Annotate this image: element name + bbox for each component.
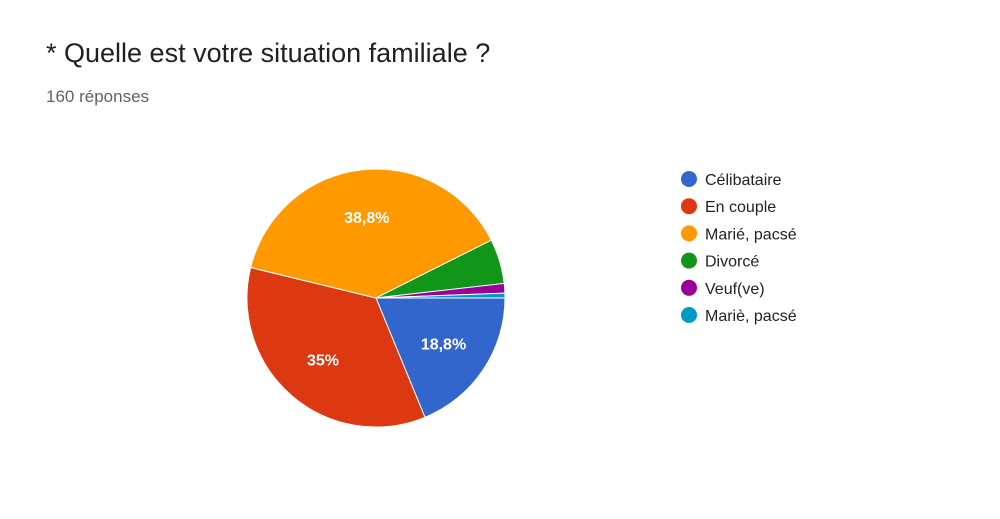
question-title: * Quelle est votre situation familiale ? (46, 38, 491, 68)
legend-item-marie-pacse[interactable]: Mariè, pacsé (681, 307, 797, 325)
legend-item-marie-pacse[interactable]: Marié, pacsé (681, 225, 797, 243)
legend-swatch (681, 252, 697, 269)
legend-label: Divorcé (705, 254, 759, 271)
slice-label-celibataire: 18,8% (421, 336, 466, 353)
legend-swatch (681, 171, 697, 187)
legend-item-divorce[interactable]: Divorcé (681, 252, 759, 271)
legend-label: En couple (705, 199, 776, 216)
pie-slice-en-couple[interactable] (246, 266, 426, 428)
pie-slice-marie-pacse[interactable] (375, 292, 506, 299)
slice-label-marie-pacse: 38,8% (344, 210, 389, 227)
legend-item-en-couple[interactable]: En couple (681, 198, 776, 216)
pie-slice-celibataire[interactable] (375, 297, 506, 418)
legend-item-celibataire[interactable]: Célibataire (681, 171, 782, 189)
legend: Célibataire En couple Marié, pacsé Divorcé V… (681, 171, 797, 325)
pie-slices (246, 168, 506, 428)
legend-swatch (681, 279, 697, 296)
legend-label: Veuf(ve) (705, 281, 765, 298)
legend-label: Célibataire (705, 172, 782, 189)
legend-label: Marié, pacsé (705, 226, 797, 243)
slice-labels: 18,8% 35% 38,8% (307, 210, 466, 369)
pie-slice-marie-pacse[interactable] (250, 168, 492, 299)
legend-swatch (681, 307, 697, 323)
legend-label: Mariè, pacsé (705, 308, 797, 325)
legend-swatch (681, 225, 697, 242)
response-count: 160 réponses (46, 87, 150, 106)
slice-label-en-couple: 35% (307, 353, 339, 370)
legend-item-veuf-ve[interactable]: Veuf(ve) (681, 279, 765, 298)
legend-swatch (681, 198, 697, 215)
